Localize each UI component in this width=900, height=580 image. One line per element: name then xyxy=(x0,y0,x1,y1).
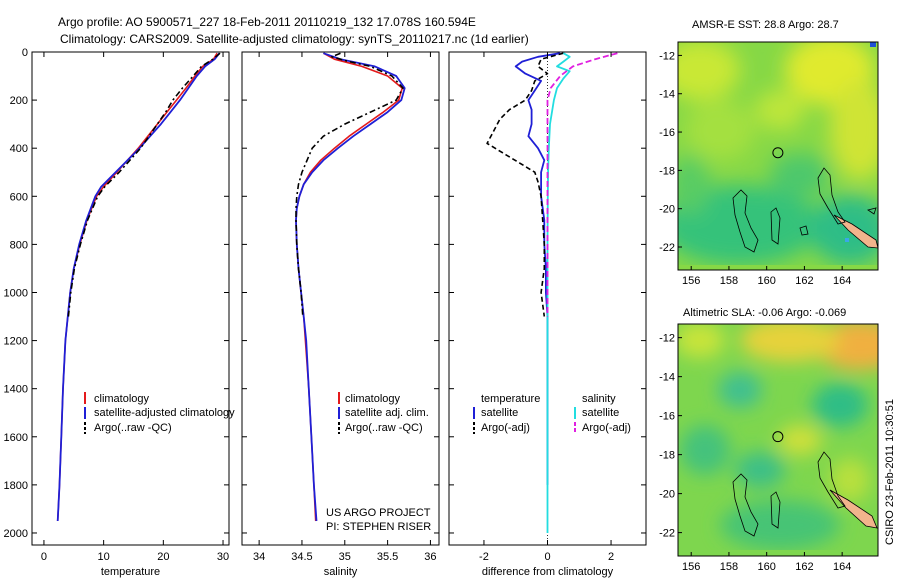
legend-climatology-label: climatology xyxy=(345,393,401,405)
series-satellite-line xyxy=(56,52,221,522)
map-y-tick-label: -22 xyxy=(659,528,675,540)
legend-sal-satellite-label: satellite xyxy=(582,407,619,419)
legend-satellite-label: satellite-adjusted climatology xyxy=(94,407,235,419)
pi-label: PI: STEPHEN RISER xyxy=(326,521,431,533)
salinity-legend: climatology satellite adj. clim. Argo(..… xyxy=(338,392,429,434)
y-tick-label: 1800 xyxy=(4,480,28,492)
x-tick-label: -2 xyxy=(479,551,489,563)
map-x-tick-label: 156 xyxy=(682,275,700,287)
sst-map-field xyxy=(678,42,878,270)
x-tick-label: 35 xyxy=(339,551,351,563)
series-climatology-line xyxy=(56,52,218,522)
map-y-tick-label: -16 xyxy=(659,411,675,423)
map-y-tick-label: -16 xyxy=(659,127,675,139)
sst-map-title: AMSR-E SST: 28.8 Argo: 28.7 xyxy=(692,19,839,31)
sst-map-axes: 156 158 160 162 164 -12 -14 -16 -18 -20 -22 xyxy=(659,50,851,287)
y-tick-label: 200 xyxy=(10,95,28,107)
credit-label: CSIRO 23-Feb-2011 10:30:51 xyxy=(884,399,896,545)
map-y-tick-label: -12 xyxy=(659,50,675,62)
temperature-panel: 0 10 20 30 0 200 400 600 800 1000 1200 1400 1600 1800… xyxy=(4,47,230,578)
x-axis-label: salinity xyxy=(324,566,358,578)
x-tick-label: 20 xyxy=(157,551,169,563)
y-tick-label: 800 xyxy=(10,239,28,251)
sla-argo-position-marker xyxy=(772,431,784,443)
y-tick-label: 1000 xyxy=(4,287,28,299)
map-y-tick-label: -20 xyxy=(659,489,675,501)
legend-salinity-heading: salinity xyxy=(582,393,616,405)
sla-map-frame xyxy=(677,323,879,557)
figure-title-line2: Climatology: CARS2009. Satellite-adjuste… xyxy=(60,32,529,46)
difference-panel: -2 0 2 difference from climatology xyxy=(449,51,646,578)
sla-map-axes: 156 158 160 162 164 -12 -14 -16 -18 -20 -22 xyxy=(659,333,851,573)
series-satellite-line xyxy=(295,52,406,522)
x-tick-label: 36 xyxy=(424,551,436,563)
x-tick-label: 30 xyxy=(217,551,229,563)
map-x-tick-label: 158 xyxy=(720,561,738,573)
map-x-tick-label: 158 xyxy=(720,275,738,287)
sla-map-field xyxy=(678,324,878,556)
y-tick-label: 1400 xyxy=(4,384,28,396)
map-y-tick-label: -18 xyxy=(659,165,675,177)
legend-sal-argo-label: Argo(-adj) xyxy=(582,422,631,434)
x-axis-label: temperature xyxy=(101,566,160,578)
legend-temp-argo-label: Argo(-adj) xyxy=(481,422,530,434)
series-temperature-satellite-line xyxy=(514,52,561,485)
legend-satellite-label: satellite adj. clim. xyxy=(345,407,429,419)
sla-map-title: Altimetric SLA: -0.06 Argo: -0.069 xyxy=(683,307,846,319)
sst-argo-position-marker xyxy=(772,147,784,159)
map-x-tick-label: 164 xyxy=(833,275,851,287)
y-tick-label: 400 xyxy=(10,143,28,155)
temperature-legend: climatology satellite-adjusted climatolo… xyxy=(84,392,235,434)
project-label: US ARGO PROJECT xyxy=(326,507,431,519)
x-tick-label: 34.5 xyxy=(291,551,312,563)
legend-argo-label: Argo(..raw -QC) xyxy=(345,422,423,434)
x-tick-label: 0 xyxy=(544,551,550,563)
legend-argo-label: Argo(..raw -QC) xyxy=(94,422,172,434)
series-argo-line xyxy=(295,52,404,317)
map-x-tick-label: 160 xyxy=(757,275,775,287)
figure-title-line1: Argo profile: AO 5900571_227 18-Feb-2011… xyxy=(58,15,476,29)
legend-climatology-label: climatology xyxy=(94,393,150,405)
map-x-tick-label: 156 xyxy=(682,561,700,573)
map-y-tick-label: -20 xyxy=(659,204,675,216)
sst-map-frame xyxy=(677,41,879,271)
map-y-tick-label: -22 xyxy=(659,242,675,254)
legend-temperature-heading: temperature xyxy=(481,393,540,405)
x-tick-label: 34 xyxy=(253,551,265,563)
map-x-tick-label: 162 xyxy=(795,561,813,573)
map-y-tick-label: -12 xyxy=(659,333,675,345)
temperature-panel-frame xyxy=(31,51,230,546)
map-y-tick-label: -14 xyxy=(659,89,675,101)
salinity-panel: 34 34.5 35 35.5 36 salinity xyxy=(242,51,439,578)
map-y-tick-label: -14 xyxy=(659,372,675,384)
map-x-tick-label: 160 xyxy=(757,561,775,573)
legend-temp-satellite-label: satellite xyxy=(481,407,518,419)
y-tick-label: 2000 xyxy=(4,528,28,540)
y-tick-label: 1200 xyxy=(4,336,28,348)
y-tick-label: 600 xyxy=(10,191,28,203)
x-tick-label: 10 xyxy=(98,551,110,563)
salinity-panel-frame xyxy=(241,51,440,546)
map-x-tick-label: 162 xyxy=(795,275,813,287)
series-salinity-satellite-line xyxy=(546,52,571,533)
map-x-tick-label: 164 xyxy=(833,561,851,573)
x-tick-label: 2 xyxy=(608,551,614,563)
difference-legend: temperature satellite Argo(-adj) salinit… xyxy=(473,393,631,434)
y-tick-label: 1600 xyxy=(4,432,28,444)
y-tick-label: 0 xyxy=(22,47,28,59)
series-temperature-argo-line xyxy=(486,52,564,317)
x-tick-label: 35.5 xyxy=(377,551,398,563)
x-tick-label: 0 xyxy=(41,551,47,563)
series-argo-line xyxy=(67,52,221,317)
map-y-tick-label: -18 xyxy=(659,450,675,462)
x-axis-label: difference from climatology xyxy=(482,566,614,578)
series-salinity-argo-line xyxy=(546,52,618,317)
